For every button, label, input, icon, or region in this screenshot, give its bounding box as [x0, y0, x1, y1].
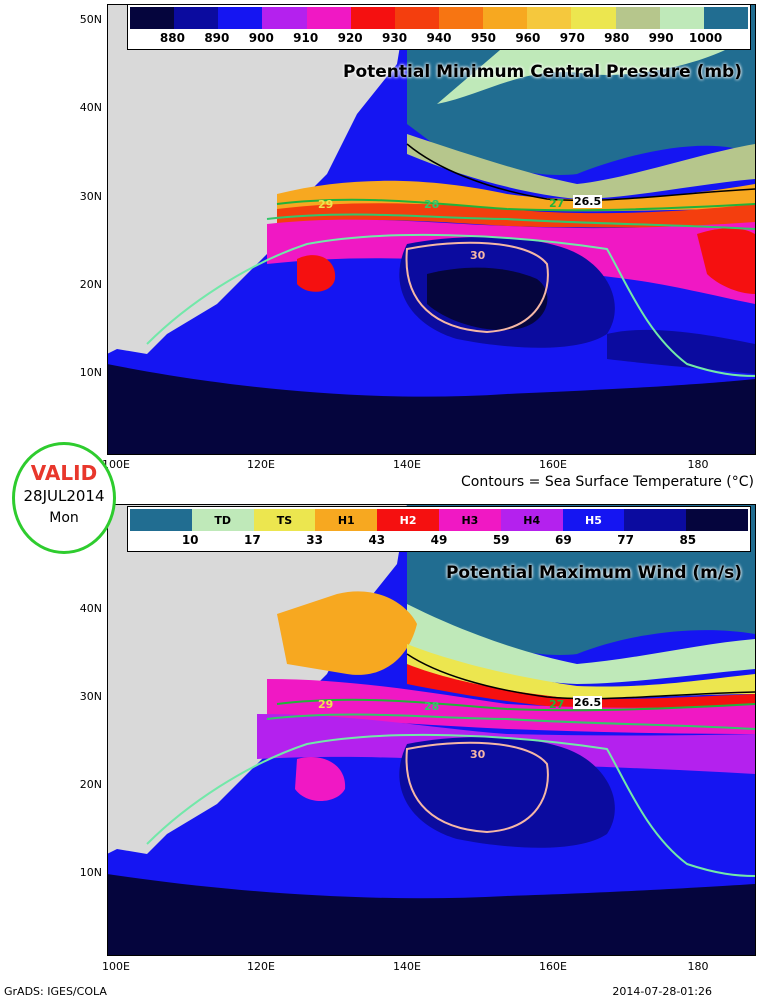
lon-label: 160E [539, 458, 567, 471]
wind-legend-value: 69 [555, 533, 572, 547]
pressure-legend-value: 960 [515, 31, 541, 45]
pressure-legend-swatch [527, 7, 572, 29]
pressure-legend-value: 940 [426, 31, 452, 45]
sst-label: 30 [470, 748, 486, 761]
footer-timestamp: 2014-07-28-01:26 [612, 985, 712, 998]
sst-label: 27 [549, 197, 565, 210]
lat-label: 50N [79, 13, 102, 26]
wind-map-graphic [107, 504, 755, 955]
lon-label: 120E [247, 458, 275, 471]
wind-legend-swatch: H1 [315, 509, 378, 531]
lon-label: 140E [393, 458, 421, 471]
lon-label: 180 [687, 960, 709, 973]
valid-label: VALID [30, 461, 98, 485]
lat-label: 10N [79, 866, 102, 879]
pressure-legend-swatch [174, 7, 219, 29]
wind-legend-value: 33 [306, 533, 323, 547]
valid-weekday: Mon [49, 510, 79, 526]
wind-legend-swatch: TD [191, 509, 254, 531]
pressure-legend-value: 950 [470, 31, 496, 45]
pressure-legend-swatch [262, 7, 307, 29]
land-asia [107, 504, 407, 854]
wind-legend-swatch: H4 [500, 509, 563, 531]
pressure-legend-swatch [615, 7, 660, 29]
lat-label: 20N [79, 778, 102, 791]
pressure-legend-value: 970 [559, 31, 585, 45]
lat-label: 30N [79, 190, 102, 203]
pressure-legend-swatch [483, 7, 528, 29]
wind-legend-swatch [624, 509, 687, 531]
sst-label: 26.5 [573, 696, 603, 709]
wind-legend-swatch: H2 [377, 509, 439, 531]
footer-credit: GrADS: IGES/COLA [4, 985, 107, 998]
pressure-legend-swatch [438, 7, 484, 29]
sst-label: 28 [424, 198, 440, 211]
pressure-legend-value: 980 [604, 31, 630, 45]
valid-date: 28JUL2014 [23, 487, 105, 505]
pressure-legend-swatch [306, 7, 351, 29]
lat-label: 30N [79, 690, 102, 703]
sst-label: 30 [470, 249, 486, 262]
wind-legend-value: 17 [244, 533, 261, 547]
wind-legend-value: 49 [430, 533, 448, 547]
pressure-legend-swatch [659, 7, 704, 29]
lat-label: 40N [79, 101, 102, 114]
pressure-legend-value: 990 [648, 31, 674, 45]
wind-legend-value: 85 [679, 533, 697, 547]
pressure-legend-swatch [703, 7, 748, 29]
pressure-legend-swatch [130, 7, 175, 29]
red-spot [297, 255, 336, 292]
wind-legend-swatch: H5 [562, 509, 625, 531]
pressure-legend-value: 930 [382, 31, 408, 45]
wind-legend-value: 77 [617, 533, 634, 547]
contour-note: Contours = Sea Surface Temperature (°C) [461, 474, 754, 490]
pressure-legend-value: 920 [337, 31, 363, 45]
land-asia [107, 4, 407, 354]
pressure-legend-value: 910 [293, 31, 319, 45]
pressure-legend-swatch [571, 7, 616, 29]
lon-label: 120E [247, 960, 275, 973]
wind-legend: TD TS H1 H2 H3 H4 H5 10 17 33 43 49 59 69 77 85 [127, 506, 751, 552]
sst-label: 29 [318, 198, 334, 211]
pressure-legend-bar [130, 7, 748, 29]
pressure-legend: 880 890 900 910 920 930 940 950 960 970 980 990 1000 [127, 4, 751, 50]
pressure-legend-swatch [394, 7, 439, 29]
lon-label: 180 [687, 458, 709, 471]
wind-legend-swatch: H3 [438, 509, 501, 531]
wind-map [107, 504, 755, 955]
wind-legend-value: 59 [492, 533, 510, 547]
pressure-map-title: Potential Minimum Central Pressure (mb) [343, 62, 742, 82]
lon-label: 160E [539, 960, 567, 973]
sst-label: 28 [424, 700, 440, 713]
sst-label: 26.5 [573, 195, 603, 208]
wind-legend-values: 10 17 33 43 49 59 69 77 85 [128, 533, 750, 549]
pressure-legend-value: 880 [159, 31, 185, 45]
pressure-legend-values: 880 890 900 910 920 930 940 950 960 970 980 990 1000 [128, 31, 750, 47]
lat-label: 40N [79, 602, 102, 615]
valid-date-badge: VALID 28JUL2014 Mon [12, 442, 116, 554]
pressure-legend-swatch [218, 7, 263, 29]
lon-label: 100E [102, 458, 130, 471]
wind-legend-value: 43 [368, 533, 386, 547]
pressure-legend-value: 900 [248, 31, 274, 45]
wind-legend-swatch [686, 509, 748, 531]
sst-label: 29 [318, 698, 334, 711]
wind-legend-swatch: TS [253, 509, 316, 531]
pressure-legend-swatch [350, 7, 395, 29]
wind-legend-bar: TD TS H1 H2 H3 H4 H5 [130, 509, 748, 531]
wind-legend-swatch [130, 509, 192, 531]
lon-label: 100E [102, 960, 130, 973]
pressure-legend-value: 1000 [688, 31, 723, 45]
lat-label: 10N [79, 366, 102, 379]
wind-map-title: Potential Maximum Wind (m/s) [445, 563, 742, 583]
sst-label: 27 [549, 698, 565, 711]
pressure-legend-value: 890 [204, 31, 230, 45]
lat-label: 20N [79, 278, 102, 291]
lon-label: 140E [393, 960, 421, 973]
wind-legend-value: 10 [181, 533, 199, 547]
